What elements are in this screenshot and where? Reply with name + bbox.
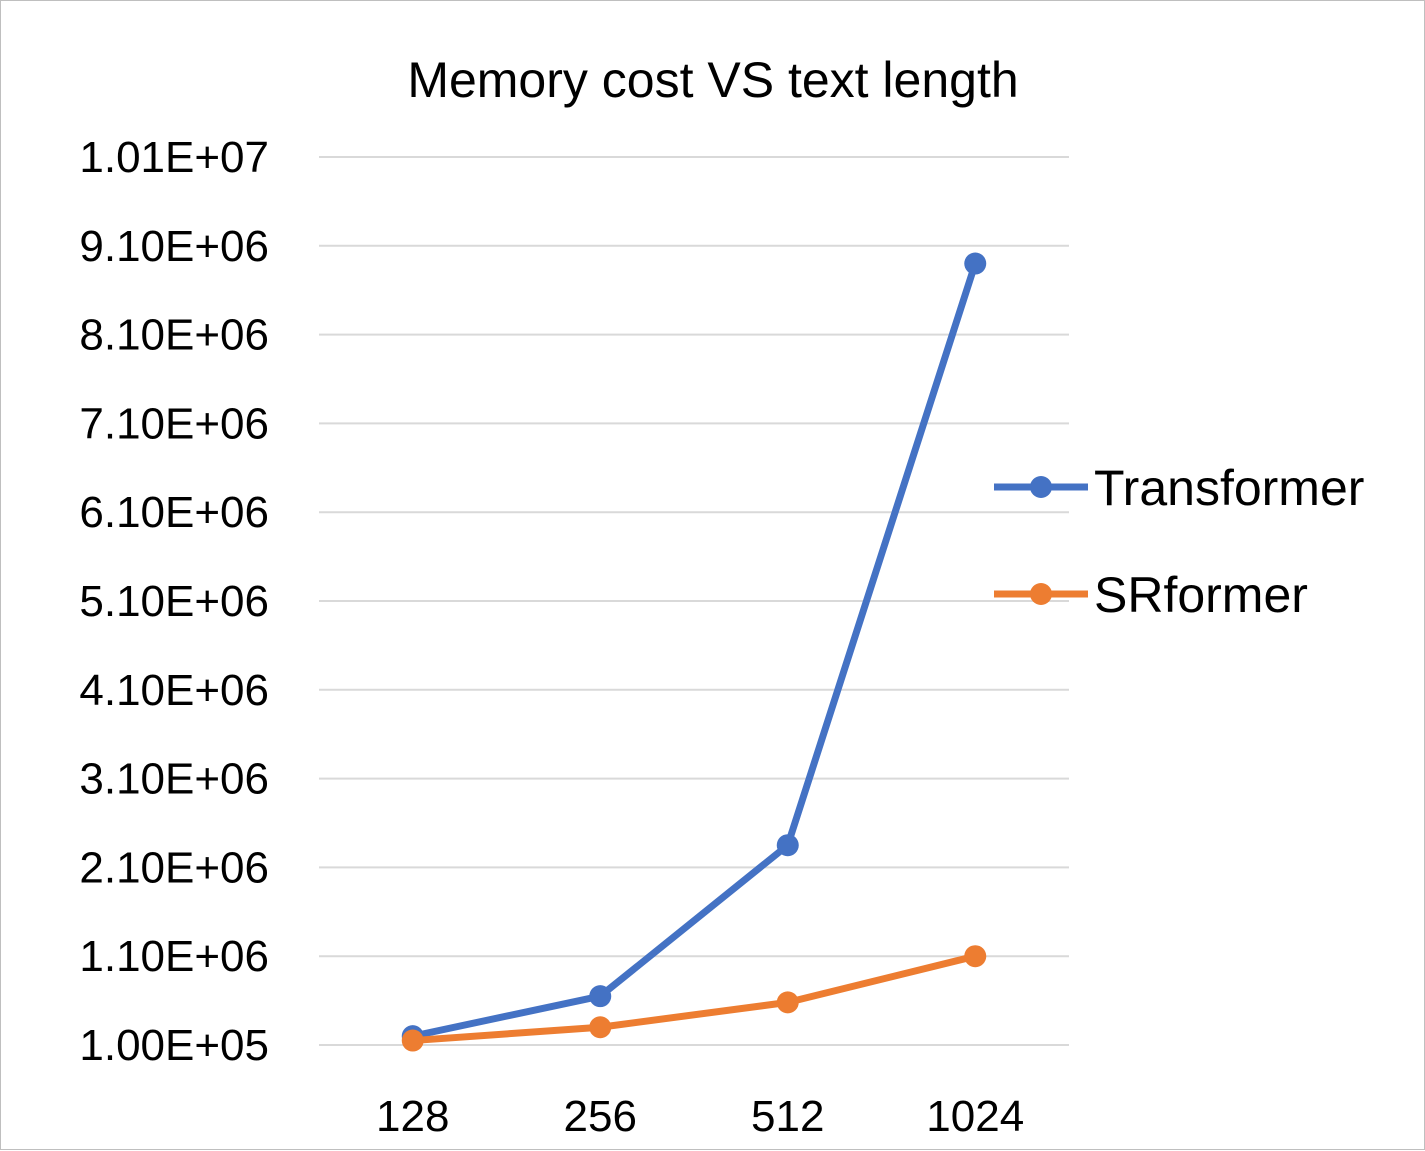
y-tick-label: 6.10E+06 [79, 488, 269, 537]
series-srformer [401, 945, 987, 1052]
data-point-srformer [589, 1016, 612, 1039]
legend-entry-transformer: Transformer [994, 460, 1364, 516]
legend-label: SRformer [1094, 567, 1308, 623]
legend-label: Transformer [1094, 460, 1364, 516]
data-point-srformer [401, 1029, 424, 1052]
gridlines [319, 156, 1069, 1046]
y-tick-label: 2.10E+06 [79, 843, 269, 892]
y-tick-label: 9.10E+06 [79, 222, 269, 271]
legend-swatch-marker [1030, 476, 1052, 498]
series-line-srformer [409, 952, 979, 1045]
legend: Transformer SRformer [994, 460, 1364, 623]
chart-title: Memory cost VS text length [407, 52, 1018, 108]
data-point-srformer [964, 945, 987, 968]
y-tick-label: 8.10E+06 [79, 311, 269, 360]
series-line-transformer [409, 260, 979, 1040]
y-tick-label: 4.10E+06 [79, 666, 269, 715]
data-point-transformer [776, 834, 799, 857]
x-tick-label: 128 [376, 1092, 449, 1141]
legend-entry-srformer: SRformer [994, 567, 1308, 623]
data-point-transformer [589, 985, 612, 1008]
x-tick-label: 256 [564, 1092, 637, 1141]
x-tick-label: 1024 [926, 1092, 1024, 1141]
x-axis-tick-labels: 128 256 512 1024 [376, 1092, 1024, 1141]
y-tick-label: 5.10E+06 [79, 577, 269, 626]
legend-swatch-marker [1030, 583, 1052, 605]
y-tick-label: 1.00E+05 [79, 1021, 269, 1070]
y-tick-label: 1.01E+07 [79, 133, 269, 182]
y-tick-label: 3.10E+06 [79, 755, 269, 804]
data-point-transformer [964, 252, 987, 275]
y-tick-label: 1.10E+06 [79, 932, 269, 981]
data-point-srformer [776, 991, 799, 1014]
series-layer [401, 252, 987, 1052]
y-tick-label: 7.10E+06 [79, 399, 269, 448]
y-axis-tick-labels: 1.00E+05 1.10E+06 2.10E+06 3.10E+06 4.10E+06… [79, 133, 269, 1070]
series-transformer [401, 252, 987, 1048]
x-tick-label: 512 [751, 1092, 824, 1141]
